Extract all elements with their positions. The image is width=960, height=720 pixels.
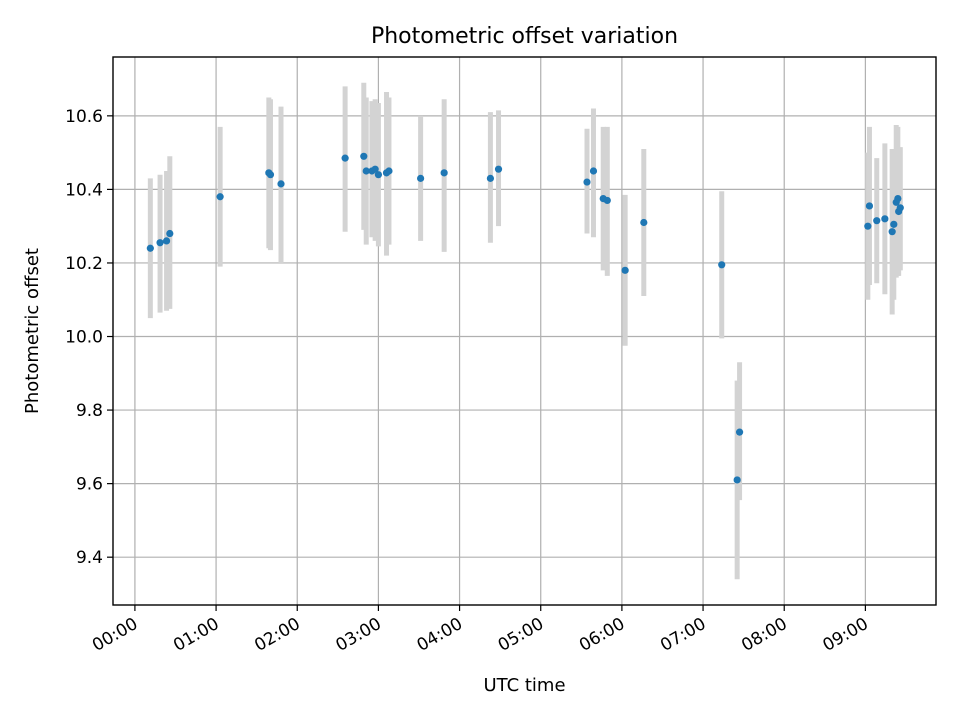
data-point [385, 167, 393, 175]
y-axis-ticks: 9.4 9.6 9.8 10.0 10.2 10.4 10.6 [65, 107, 113, 568]
data-point [494, 165, 503, 173]
y-tick-label: 9.4 [76, 548, 103, 568]
data-point [277, 180, 285, 188]
data-point [166, 229, 174, 238]
data-point [371, 165, 379, 173]
data-point [640, 218, 648, 227]
y-tick-label: 9.8 [76, 401, 103, 421]
data-point [881, 215, 889, 223]
y-axis-label: Photometric offset [22, 248, 43, 414]
data-point [156, 239, 164, 247]
data-point [603, 196, 611, 205]
data-point [216, 193, 224, 201]
axes-frame [112, 56, 937, 606]
y-tick-label: 10.2 [65, 254, 103, 274]
data-point [417, 174, 425, 182]
data-point [865, 202, 874, 210]
data-point [735, 428, 744, 436]
data-point [718, 261, 726, 269]
data-point [341, 154, 349, 162]
x-axis-label: UTC time [483, 675, 565, 696]
data-point [873, 217, 881, 225]
data-point [440, 169, 448, 177]
data-point [621, 266, 629, 274]
data-point [162, 237, 171, 245]
plot-area [113, 57, 936, 605]
data-point [583, 178, 591, 186]
y-tick-label: 10.4 [65, 180, 103, 200]
y-tick-label: 10.6 [65, 107, 103, 127]
data-point [266, 171, 275, 179]
data-point [146, 244, 154, 252]
data-point [888, 228, 896, 236]
data-point [360, 152, 368, 160]
data-point [374, 171, 383, 179]
data-point [733, 476, 741, 484]
grid-lines [113, 57, 936, 605]
data-point [589, 167, 598, 175]
data-point [896, 204, 904, 212]
y-tick-label: 9.6 [76, 475, 103, 495]
data-point [486, 174, 495, 182]
data-point [864, 222, 872, 230]
chart-title: Photometric offset variation [371, 24, 678, 49]
y-tick-label: 10.0 [65, 328, 103, 348]
data-point [890, 220, 898, 228]
data-point [362, 167, 370, 175]
data-points [146, 152, 904, 484]
data-point [894, 194, 902, 203]
